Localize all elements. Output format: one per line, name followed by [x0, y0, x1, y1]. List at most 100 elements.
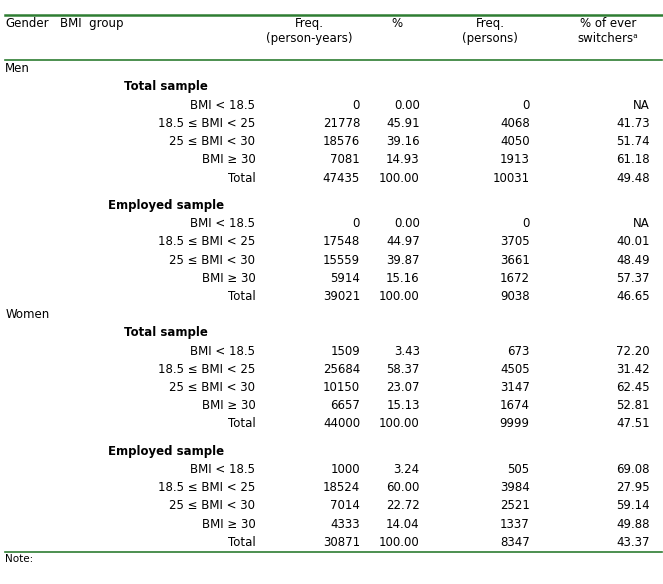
Text: 47435: 47435 — [323, 172, 360, 185]
Text: 18.5 ≤ BMI < 25: 18.5 ≤ BMI < 25 — [158, 363, 255, 376]
Text: 58.37: 58.37 — [387, 363, 420, 376]
Text: 49.88: 49.88 — [616, 517, 650, 531]
Text: 44000: 44000 — [323, 418, 360, 430]
Text: BMI < 18.5: BMI < 18.5 — [190, 463, 255, 476]
Text: 15.13: 15.13 — [386, 399, 420, 412]
Text: 3.43: 3.43 — [394, 345, 420, 357]
Text: BMI < 18.5: BMI < 18.5 — [190, 217, 255, 230]
Text: 69.08: 69.08 — [616, 463, 650, 476]
Text: Total: Total — [227, 172, 255, 185]
Text: 1672: 1672 — [500, 272, 530, 285]
Text: 7081: 7081 — [330, 154, 360, 166]
Text: 10031: 10031 — [493, 172, 530, 185]
Text: 1000: 1000 — [330, 463, 360, 476]
Text: Total: Total — [227, 536, 255, 549]
Text: 1913: 1913 — [500, 154, 530, 166]
Text: BMI ≥ 30: BMI ≥ 30 — [202, 272, 255, 285]
Text: 46.65: 46.65 — [616, 290, 650, 303]
Text: Total sample: Total sample — [124, 81, 208, 93]
Text: Total: Total — [227, 418, 255, 430]
Text: 0: 0 — [353, 99, 360, 112]
Text: 41.73: 41.73 — [616, 117, 650, 130]
Text: 21778: 21778 — [323, 117, 360, 130]
Text: 100.00: 100.00 — [379, 290, 420, 303]
Text: 1509: 1509 — [330, 345, 360, 357]
Text: BMI ≥ 30: BMI ≥ 30 — [202, 517, 255, 531]
Text: 52.81: 52.81 — [616, 399, 650, 412]
Text: 51.74: 51.74 — [616, 135, 650, 148]
Text: 47.51: 47.51 — [616, 418, 650, 430]
Text: 25684: 25684 — [323, 363, 360, 376]
Text: BMI < 18.5: BMI < 18.5 — [190, 99, 255, 112]
Text: 4505: 4505 — [500, 363, 530, 376]
Text: 31.42: 31.42 — [616, 363, 650, 376]
Text: 23.07: 23.07 — [386, 381, 420, 394]
Text: 49.48: 49.48 — [616, 172, 650, 185]
Text: 57.37: 57.37 — [616, 272, 650, 285]
Text: 1337: 1337 — [500, 517, 530, 531]
Text: 100.00: 100.00 — [379, 418, 420, 430]
Text: 0: 0 — [353, 217, 360, 230]
Text: 3705: 3705 — [500, 235, 530, 248]
Text: 22.72: 22.72 — [386, 499, 420, 513]
Text: 72.20: 72.20 — [616, 345, 650, 357]
Text: 8347: 8347 — [500, 536, 530, 549]
Text: 62.45: 62.45 — [616, 381, 650, 394]
Text: 3147: 3147 — [500, 381, 530, 394]
Text: 48.49: 48.49 — [616, 253, 650, 266]
Text: % of ever
switchersᵃ: % of ever switchersᵃ — [577, 17, 638, 45]
Text: BMI < 18.5: BMI < 18.5 — [190, 345, 255, 357]
Text: Employed sample: Employed sample — [107, 445, 224, 458]
Text: 39021: 39021 — [323, 290, 360, 303]
Text: Men: Men — [5, 62, 30, 75]
Text: Employed sample: Employed sample — [107, 199, 224, 212]
Text: 1674: 1674 — [500, 399, 530, 412]
Text: 0: 0 — [522, 99, 530, 112]
Text: 59.14: 59.14 — [616, 499, 650, 513]
Text: BMI ≥ 30: BMI ≥ 30 — [202, 399, 255, 412]
Text: 3984: 3984 — [500, 481, 530, 494]
Text: NA: NA — [633, 99, 650, 112]
Text: 17548: 17548 — [323, 235, 360, 248]
Text: 61.18: 61.18 — [616, 154, 650, 166]
Text: 10150: 10150 — [323, 381, 360, 394]
Text: 43.37: 43.37 — [616, 536, 650, 549]
Text: 100.00: 100.00 — [379, 172, 420, 185]
Text: 4333: 4333 — [330, 517, 360, 531]
Text: 60.00: 60.00 — [387, 481, 420, 494]
Text: 25 ≤ BMI < 30: 25 ≤ BMI < 30 — [169, 381, 255, 394]
Text: 6657: 6657 — [330, 399, 360, 412]
Text: NA: NA — [633, 217, 650, 230]
Text: 45.91: 45.91 — [386, 117, 420, 130]
Text: %: % — [392, 17, 402, 30]
Text: 40.01: 40.01 — [616, 235, 650, 248]
Text: Women: Women — [5, 308, 50, 321]
Text: Total: Total — [227, 290, 255, 303]
Text: 5914: 5914 — [330, 272, 360, 285]
Text: Gender: Gender — [5, 17, 49, 30]
Text: 505: 505 — [508, 463, 530, 476]
Text: 27.95: 27.95 — [616, 481, 650, 494]
Text: BMI ≥ 30: BMI ≥ 30 — [202, 154, 255, 166]
Text: 2521: 2521 — [500, 499, 530, 513]
Text: 100.00: 100.00 — [379, 536, 420, 549]
Text: 14.04: 14.04 — [386, 517, 420, 531]
Text: 9038: 9038 — [500, 290, 530, 303]
Text: 15559: 15559 — [323, 253, 360, 266]
Text: 25 ≤ BMI < 30: 25 ≤ BMI < 30 — [169, 499, 255, 513]
Text: 18524: 18524 — [323, 481, 360, 494]
Text: 18.5 ≤ BMI < 25: 18.5 ≤ BMI < 25 — [158, 117, 255, 130]
Text: 9999: 9999 — [500, 418, 530, 430]
Text: 18576: 18576 — [323, 135, 360, 148]
Text: 7014: 7014 — [330, 499, 360, 513]
Text: 4050: 4050 — [500, 135, 530, 148]
Text: 18.5 ≤ BMI < 25: 18.5 ≤ BMI < 25 — [158, 235, 255, 248]
Text: Freq.
(persons): Freq. (persons) — [462, 17, 518, 45]
Text: 39.87: 39.87 — [386, 253, 420, 266]
Text: BMI  group: BMI group — [60, 17, 123, 30]
Text: 0.00: 0.00 — [394, 99, 420, 112]
Text: 673: 673 — [507, 345, 530, 357]
Text: 25 ≤ BMI < 30: 25 ≤ BMI < 30 — [169, 253, 255, 266]
Text: 39.16: 39.16 — [386, 135, 420, 148]
Text: Note:: Note: — [5, 554, 34, 564]
